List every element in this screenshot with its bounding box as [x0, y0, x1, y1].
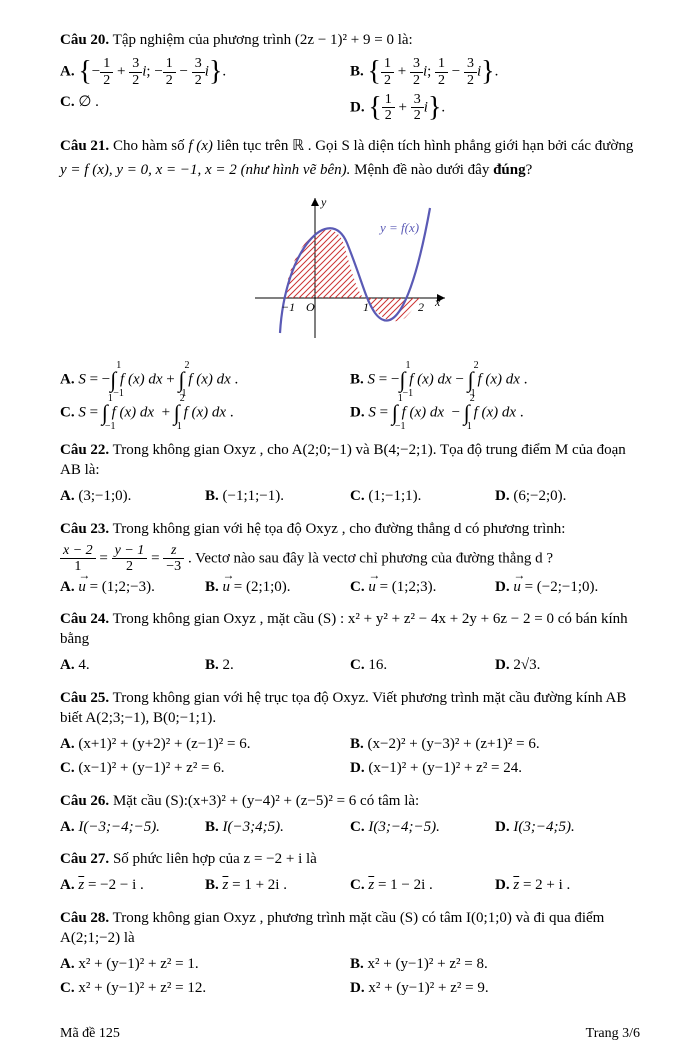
q24-D: D. 2√3. — [495, 653, 640, 677]
q20-A: A. {−12 + 32i; −12 − 32i}. — [60, 54, 350, 90]
q26-B: B. I(−3;4;5). — [205, 815, 350, 839]
q28-A: A. x² + (y−1)² + z² = 1. — [60, 952, 350, 976]
question-28: Câu 28. Trong không gian Oxyz , phương t… — [60, 908, 640, 1001]
q28-C: C. x² + (y−1)² + z² = 12. — [60, 976, 350, 1000]
q21-graph: −1 O 1 2 x y y = f(x) — [60, 188, 640, 354]
graph-fx-label: y = f(x) — [378, 220, 419, 235]
svg-text:O: O — [306, 300, 315, 314]
q23-D: D. u = (−2;−1;0). — [495, 575, 640, 599]
question-20: Câu 20. Tập nghiệm của phương trình (2z … — [60, 30, 640, 126]
q21-options: A. S = −∫1−1 f (x) dx + ∫21 f (x) dx . B… — [60, 363, 640, 430]
q24-options: A. 4. B. 2. C. 16. D. 2√3. — [60, 653, 640, 677]
q21-D: D. S = ∫1−1 f (x) dx − ∫21 f (x) dx . — [350, 396, 640, 430]
q23-B: B. u = (2;1;0). — [205, 575, 350, 599]
q20-options: A. {−12 + 32i; −12 − 32i}. B. {12 + 32i;… — [60, 54, 640, 126]
q21-head: Câu 21. Cho hàm số f (x) liên tục trên ℝ… — [60, 136, 640, 156]
q20-text: Tập nghiệm của phương trình (2z − 1)² + … — [109, 32, 413, 48]
question-23: Câu 23. Trong không gian với hệ tọa độ O… — [60, 519, 640, 599]
question-25: Câu 25. Trong không gian với hệ trục tọa… — [60, 688, 640, 781]
q20-B: B. {12 + 32i; 12 − 32i}. — [350, 54, 640, 90]
q28-head: Câu 28. Trong không gian Oxyz , phương t… — [60, 908, 640, 949]
q28-B: B. x² + (y−1)² + z² = 8. — [350, 952, 640, 976]
q26-C: C. I(3;−4;−5). — [350, 815, 495, 839]
q20-D-l: D. — [350, 99, 365, 115]
svg-text:1: 1 — [363, 300, 369, 314]
q25-B: B. (x−2)² + (y−3)² + (z+1)² = 6. — [350, 732, 640, 756]
q26-head: Câu 26. Mặt cầu (S):(x+3)² + (y−4)² + (z… — [60, 791, 640, 811]
q22-A: A. (3;−1;0). — [60, 484, 205, 508]
q22-B: B. (−1;1;−1). — [205, 484, 350, 508]
q21-label: Câu 21. — [60, 138, 109, 154]
question-27: Câu 27. Số phức liên hợp của z = −2 + i … — [60, 849, 640, 898]
q20-head: Câu 20. Tập nghiệm của phương trình (2z … — [60, 30, 640, 50]
q26-options: A. I(−3;−4;−5). B. I(−3;4;5). C. I(3;−4;… — [60, 815, 640, 839]
q28-options: A. x² + (y−1)² + z² = 1. B. x² + (y−1)² … — [60, 952, 640, 1001]
q26-D: D. I(3;−4;5). — [495, 815, 640, 839]
q27-C: C. z = 1 − 2i . — [350, 873, 495, 897]
q25-head: Câu 25. Trong không gian với hệ trục tọa… — [60, 688, 640, 729]
q24-A: A. 4. — [60, 653, 205, 677]
q24-head: Câu 24. Trong không gian Oxyz , mặt cầu … — [60, 609, 640, 650]
q21-C: C. S = ∫1−1 f (x) dx + ∫21 f (x) dx . — [60, 396, 350, 430]
q23-head: Câu 23. Trong không gian với hệ tọa độ O… — [60, 519, 640, 539]
footer-right: Trang 3/6 — [586, 1025, 640, 1044]
q20-C: C. ∅ . — [60, 90, 350, 126]
q20-label: Câu 20. — [60, 32, 109, 48]
q20-C-text: ∅ . — [78, 94, 99, 110]
q22-D: D. (6;−2;0). — [495, 484, 640, 508]
svg-text:y: y — [320, 195, 327, 209]
q20-C-l: C. — [60, 94, 75, 110]
q21-A: A. S = −∫1−1 f (x) dx + ∫21 f (x) dx . — [60, 363, 350, 397]
q24-C: C. 16. — [350, 653, 495, 677]
footer-left: Mã đề 125 — [60, 1025, 120, 1044]
q27-D: D. z = 2 + i . — [495, 873, 640, 897]
q25-A: A. (x+1)² + (y+2)² + (z−1)² = 6. — [60, 732, 350, 756]
q26-A: A. I(−3;−4;−5). — [60, 815, 205, 839]
svg-text:−1: −1 — [281, 300, 295, 314]
q23-eq: x − 21 = y − 12 = z−3 . Vectơ nào sau đâ… — [60, 543, 640, 575]
q21-B: B. S = −∫1−1 f (x) dx − ∫21 f (x) dx . — [350, 363, 640, 397]
q21-line2: y = f (x), y = 0, x = −1, x = 2 (như hìn… — [60, 160, 640, 180]
page-footer: Mã đề 125 Trang 3/6 — [60, 1025, 640, 1044]
q25-options: A. (x+1)² + (y+2)² + (z−1)² = 6. B. (x−2… — [60, 732, 640, 781]
q25-C: C. (x−1)² + (y−1)² + z² = 6. — [60, 756, 350, 780]
q27-head: Câu 27. Số phức liên hợp của z = −2 + i … — [60, 849, 640, 869]
q28-D: D. x² + (y−1)² + z² = 9. — [350, 976, 640, 1000]
q27-B: B. z = 1 + 2i . — [205, 873, 350, 897]
q20-B-l: B. — [350, 64, 364, 80]
q23-A: A. u = (1;2;−3). — [60, 575, 205, 599]
q22-options: A. (3;−1;0). B. (−1;1;−1). C. (1;−1;1). … — [60, 484, 640, 508]
svg-text:2: 2 — [418, 300, 424, 314]
graph-svg: −1 O 1 2 x y y = f(x) — [235, 188, 465, 348]
q27-A: A. z = −2 − i . — [60, 873, 205, 897]
q23-options: A. u = (1;2;−3). B. u = (2;1;0). C. u = … — [60, 575, 640, 599]
question-24: Câu 24. Trong không gian Oxyz , mặt cầu … — [60, 609, 640, 678]
q23-C: C. u = (1;2;3). — [350, 575, 495, 599]
question-21: Câu 21. Cho hàm số f (x) liên tục trên ℝ… — [60, 136, 640, 430]
q20-D: D. {12 + 32i}. — [350, 90, 640, 126]
svg-text:x: x — [434, 295, 441, 309]
q20-A-l: A. — [60, 64, 75, 80]
q22-head: Câu 22. Trong không gian Oxyz , cho A(2;… — [60, 440, 640, 481]
q24-B: B. 2. — [205, 653, 350, 677]
q27-options: A. z = −2 − i . B. z = 1 + 2i . C. z = 1… — [60, 873, 640, 897]
q25-D: D. (x−1)² + (y−1)² + z² = 24. — [350, 756, 640, 780]
question-26: Câu 26. Mặt cầu (S):(x+3)² + (y−4)² + (z… — [60, 791, 640, 840]
question-22: Câu 22. Trong không gian Oxyz , cho A(2;… — [60, 440, 640, 509]
q22-C: C. (1;−1;1). — [350, 484, 495, 508]
